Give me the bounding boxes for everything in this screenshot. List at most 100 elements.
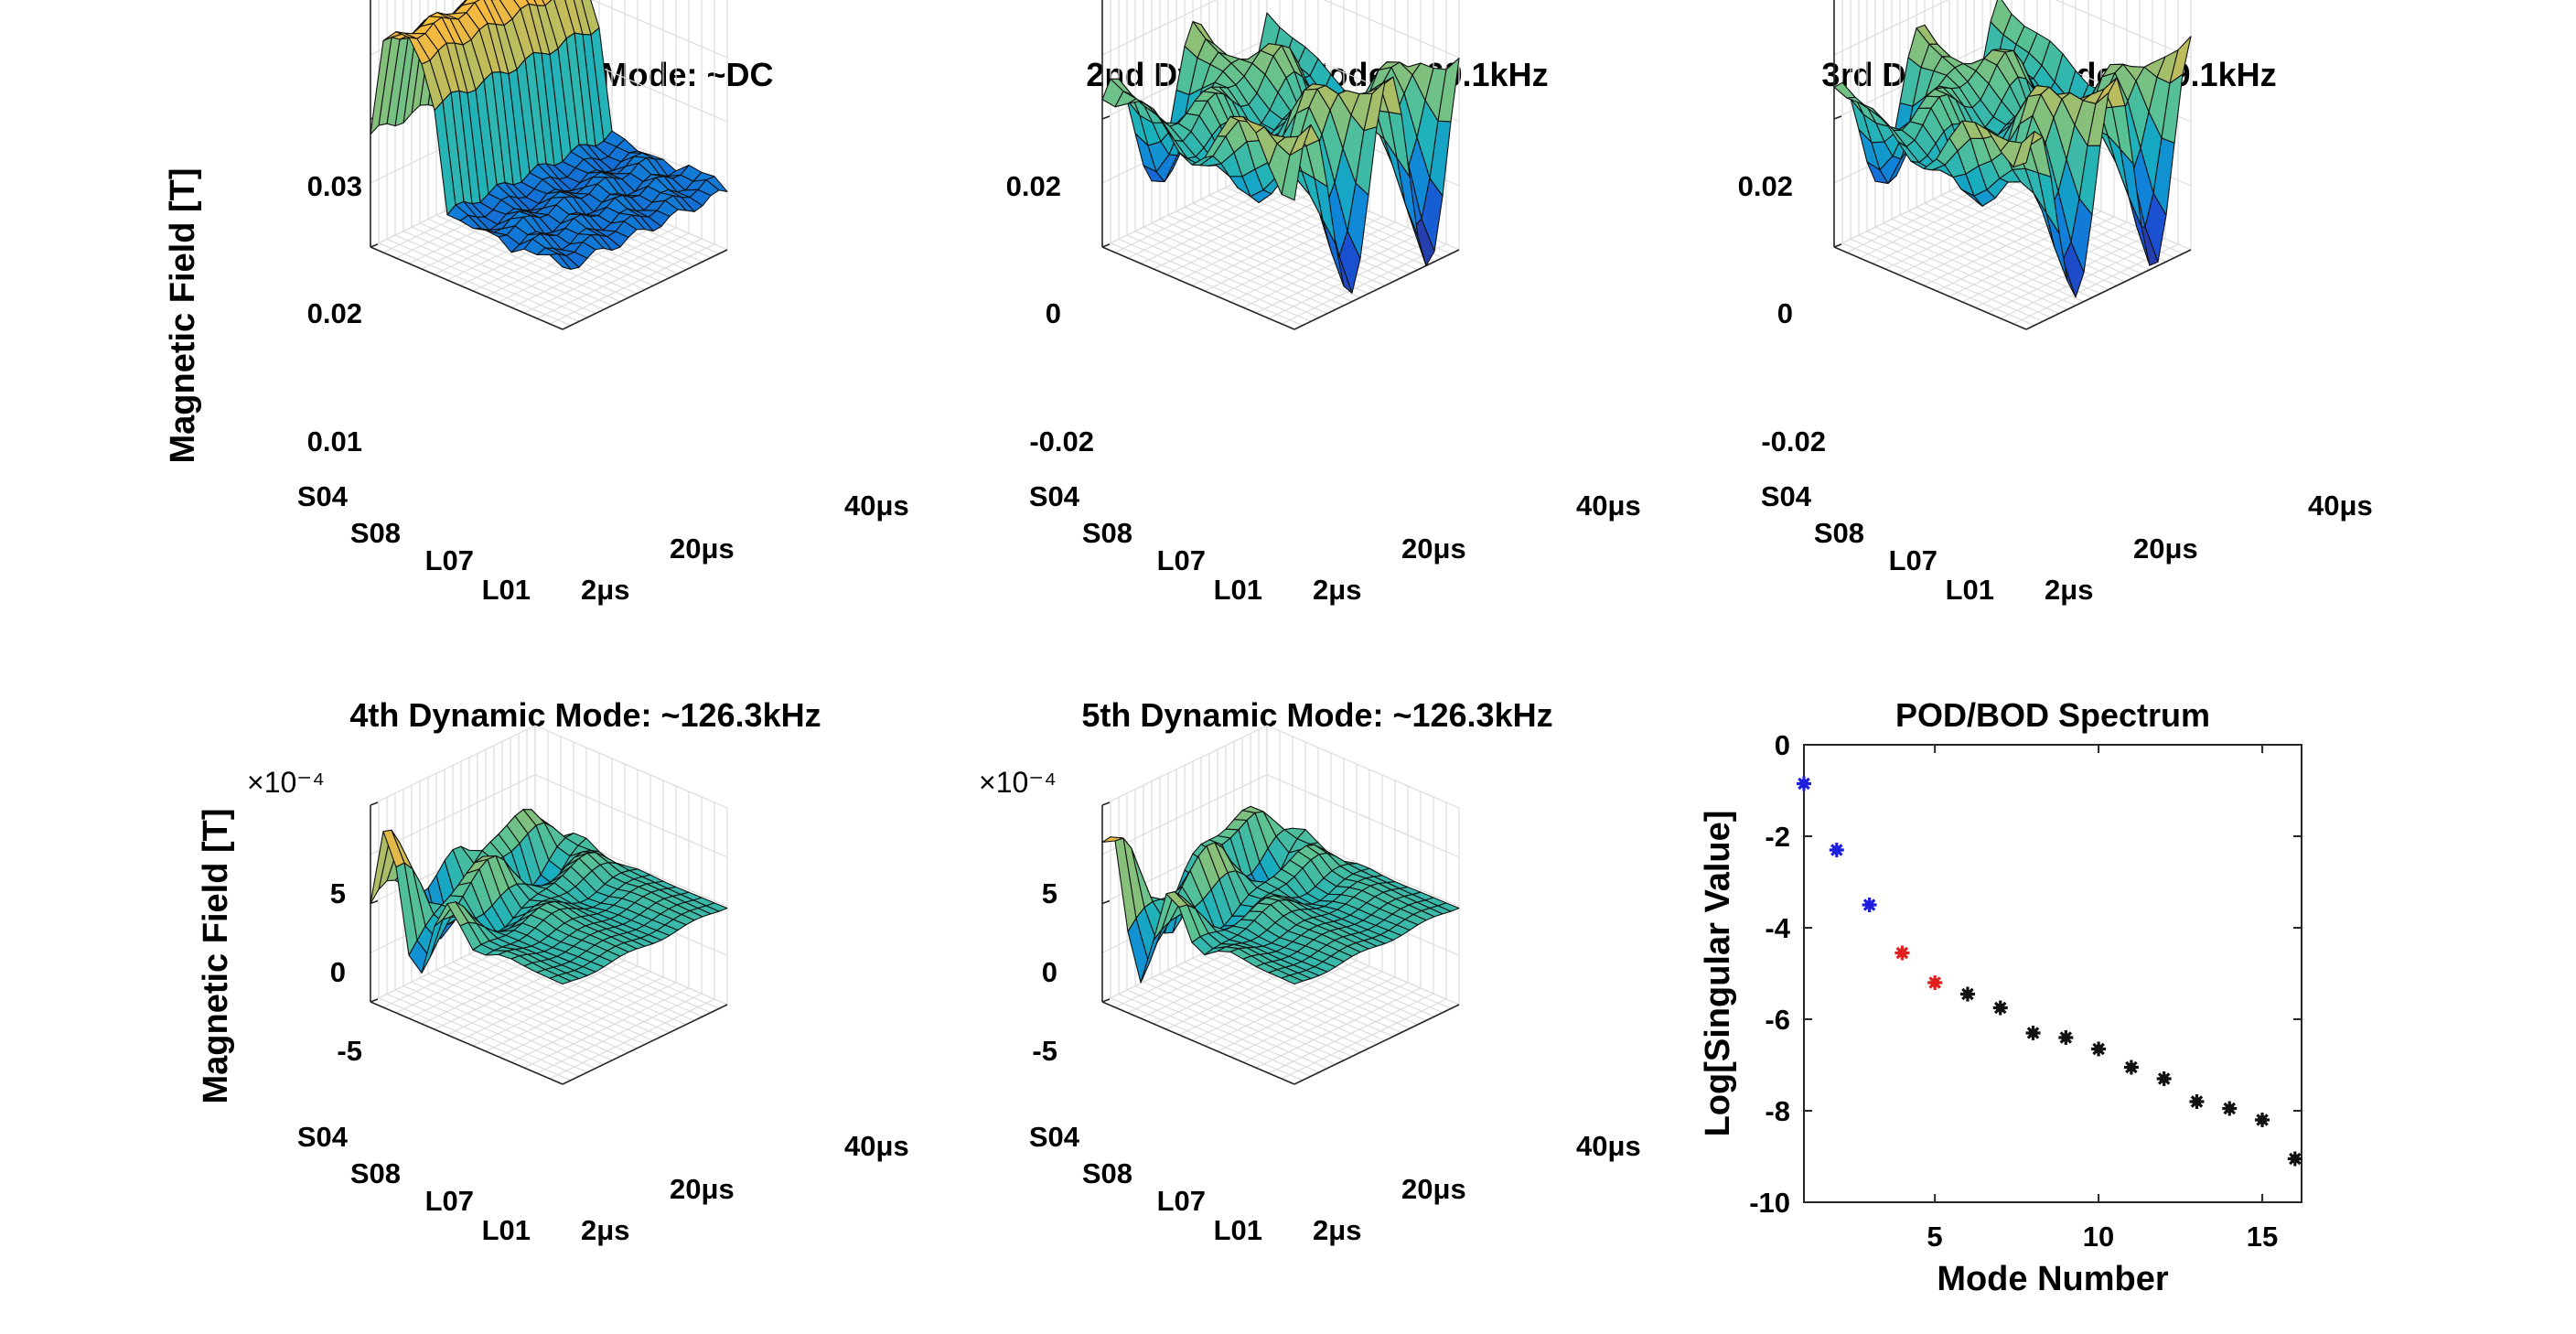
panel-4-ztick-mid: 0 xyxy=(330,956,346,988)
panel-3-probe-tick-l07: L07 xyxy=(1889,544,1937,576)
spectrum-xlabel: Mode Number xyxy=(1937,1260,2169,1298)
floor-grid-line xyxy=(1143,981,1336,1065)
marker-stroke xyxy=(1993,1001,2007,1015)
time-axis-line xyxy=(1293,1004,1460,1085)
spectrum-ytick-m2: -2 xyxy=(1765,821,1790,853)
spectrum-ylabel: Log[Singular Value] xyxy=(1699,811,1737,1137)
panel-5-time-tick-20us: 20μs xyxy=(1401,1173,1466,1205)
floor-grid-line xyxy=(1134,231,1328,315)
floor-grid-line xyxy=(1167,969,1361,1053)
panel-2-ztick-high: 0.02 xyxy=(1006,170,1061,202)
floor-grid-line xyxy=(444,965,638,1049)
floor-grid-line xyxy=(386,993,580,1077)
floor-grid-line xyxy=(427,218,621,303)
floor-grid-line xyxy=(411,226,605,310)
panel-spectrum: POD/BOD Spectrum 0 -2 -4 -6 -8 -10 5 10 … xyxy=(1699,696,2302,1298)
marker-stroke xyxy=(2026,1027,2040,1039)
spectrum-marker-mode-8 xyxy=(2025,1026,2041,1040)
marker-stroke xyxy=(1862,898,1876,911)
panel-4-zscale: ×10⁻⁴ xyxy=(247,766,325,799)
marker-stroke xyxy=(1928,976,1941,989)
surface-patch xyxy=(549,974,572,985)
floor-grid-line xyxy=(1940,194,2134,279)
spectrum-marker-mode-14 xyxy=(2222,1101,2238,1116)
floor-grid-line xyxy=(402,985,596,1070)
spectrum-title: POD/BOD Spectrum xyxy=(1895,696,2210,734)
floor-grid-line xyxy=(394,234,588,318)
floor-grid-line xyxy=(427,973,621,1058)
floor-grid-line xyxy=(1858,234,2052,318)
spectrum-ytick-m8: -8 xyxy=(1765,1095,1790,1127)
panel-2-probe-tick-s08: S08 xyxy=(1082,517,1132,549)
spectrum-marker-mode-15 xyxy=(2255,1113,2270,1127)
spectrum-ytick-m6: -6 xyxy=(1765,1004,1790,1036)
marker-ring xyxy=(2290,1154,2300,1164)
spectrum-marker-mode-12 xyxy=(2156,1071,2172,1086)
floor-grid-line xyxy=(1932,199,2126,283)
marker-ring xyxy=(2061,1033,2071,1042)
z-tick-mark xyxy=(1101,243,1111,248)
panel-5-time-tick-40us: 40μs xyxy=(1576,1130,1641,1162)
z-tick-mark xyxy=(1101,801,1111,806)
marker-ring xyxy=(2094,1044,2104,1054)
spectrum-ytick-m10: -10 xyxy=(1749,1187,1790,1219)
panel-1-zlabel: Magnetic Field [T] xyxy=(164,168,202,464)
panel-mode-5: 5th Dynamic Mode: ~126.3kHz ×10⁻⁴ -5 0 5… xyxy=(979,696,1641,1246)
surface-patch xyxy=(549,253,572,270)
spectrum-marker-mode-5 xyxy=(1927,975,1943,990)
probe-axis-line xyxy=(1101,1001,1295,1085)
floor-grid-line xyxy=(1184,961,1378,1046)
floor-grid-line xyxy=(419,977,613,1061)
surface-patch xyxy=(2012,131,2035,168)
spectrum-marker-mode-16 xyxy=(2287,1151,2302,1167)
panel-5-surface xyxy=(1101,805,1460,985)
panel-5-probe-tick-l01: L01 xyxy=(1214,1214,1262,1246)
panel-2-time-tick-20us: 20μs xyxy=(1401,533,1466,565)
floor-grid-line xyxy=(1151,977,1345,1061)
panel-1-time-tick-2us: 2μs xyxy=(581,574,629,606)
marker-ring xyxy=(1962,989,1972,999)
marker-ring xyxy=(2225,1103,2235,1113)
panel-2-probe-tick-l07: L07 xyxy=(1157,544,1206,576)
spectrum-marker-mode-6 xyxy=(1959,986,1975,1002)
panel-mode-4: 4th Dynamic Mode: ~126.3kHz ×10⁻⁴ -5 0 5… xyxy=(197,696,909,1246)
floor-grid-line xyxy=(1924,202,2118,286)
spectrum-ytick-0: 0 xyxy=(1775,729,1790,761)
spectrum-markers xyxy=(1797,776,2302,1167)
floor-grid-line xyxy=(1175,210,1369,295)
marker-ring xyxy=(1897,948,1907,958)
floor-grid-line xyxy=(1151,222,1345,307)
floor-grid-line xyxy=(1200,953,1394,1038)
floor-grid-line xyxy=(1883,222,2077,307)
floor-grid-line xyxy=(1159,218,1353,303)
marker-ring xyxy=(1930,978,1940,987)
probe-axis-line xyxy=(1833,246,2027,330)
floor-grid-line xyxy=(419,222,613,307)
spectrum-marker-mode-13 xyxy=(2189,1094,2205,1109)
panel-5-ztick-low: -5 xyxy=(1032,1035,1057,1067)
surface-patch xyxy=(1281,974,1304,985)
marker-stroke xyxy=(2256,1113,2269,1126)
panel-2-probe-tick-l01: L01 xyxy=(1214,574,1262,606)
spectrum-marker-mode-1 xyxy=(1797,776,1811,791)
floor-grid-line xyxy=(1118,238,1312,322)
floor-grid-line xyxy=(1208,949,1402,1034)
floor-grid-line xyxy=(1118,993,1312,1077)
panel-5-zscale: ×10⁻⁴ xyxy=(979,766,1057,799)
floor-grid-line xyxy=(1134,985,1328,1070)
marker-stroke xyxy=(1961,987,1974,1001)
panel-1-time-tick-40us: 40μs xyxy=(844,489,909,522)
spectrum-marker-mode-7 xyxy=(1992,1000,2008,1016)
surface-patch xyxy=(1281,147,1304,201)
wall-level-line xyxy=(1101,774,1460,858)
floor-grid-line xyxy=(1866,231,2060,315)
probe-axis-line xyxy=(370,1001,564,1085)
wall-level-line xyxy=(1101,0,1460,59)
floor-grid-line xyxy=(1159,973,1353,1058)
floor-grid-line xyxy=(1841,242,2035,327)
panel-1-ztick-low: 0.01 xyxy=(307,425,362,457)
time-axis-line xyxy=(2025,249,2192,330)
marker-ring xyxy=(2159,1074,2169,1083)
marker-stroke xyxy=(2190,1095,2204,1108)
spectrum-marker-mode-9 xyxy=(2058,1030,2074,1045)
